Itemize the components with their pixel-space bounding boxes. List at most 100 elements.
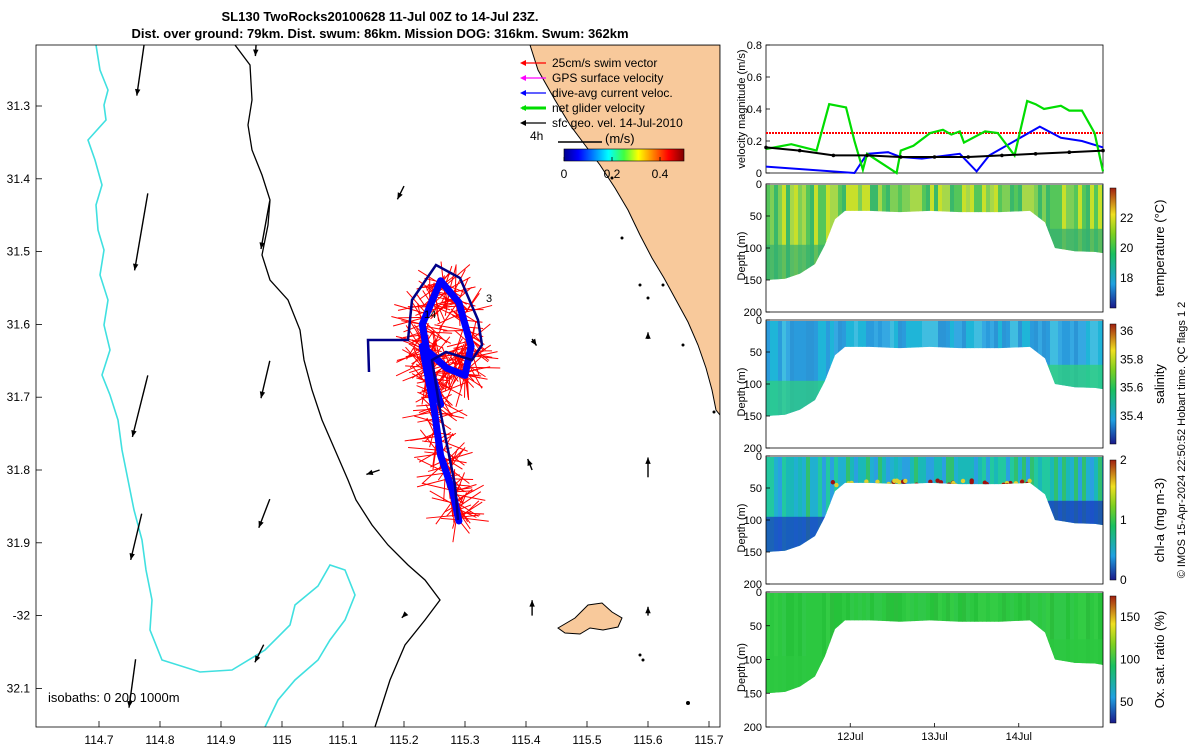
depth-tick-label: 100: [744, 515, 762, 527]
swim-vector: [454, 265, 457, 299]
map-y-tick-label: 31.8: [7, 463, 31, 477]
depth-section-salinity: 0 50 100 150 200 Depth (m) 36 35.8 35.6 35.4 salin…: [736, 315, 1167, 455]
velocity-point: [865, 153, 869, 158]
isobath-1000: [234, 45, 441, 727]
section-colorbar-label: salinity: [1152, 364, 1167, 404]
footer-credit: © IMOS 15-Apr-2024 22:50:52 Hobart time.…: [1176, 302, 1188, 579]
chl-point: [938, 480, 944, 485]
track-label-end: 3: [486, 293, 492, 305]
velocity-point: [932, 155, 937, 159]
depth-tick-label: 0: [756, 587, 762, 599]
depth-tick-label: 100: [744, 243, 762, 255]
section-colorbar-tick: 35.8: [1120, 352, 1144, 366]
section-colorbar: [1109, 187, 1117, 309]
section-colorbar-tick: 18: [1120, 271, 1134, 285]
chl-point: [914, 482, 919, 487]
swim-vector: [437, 381, 469, 395]
swim-vector: [422, 328, 452, 344]
coast-dots: [610, 176, 716, 705]
section-colorbar-tick: 100: [1120, 653, 1140, 667]
velocity-point: [797, 148, 802, 153]
map-x-tick-label: 115.4: [511, 733, 540, 747]
swim-vector: [458, 500, 480, 521]
velocity-panel: 0 0.2 0.4 0.6 0.8 velocity magnitude (m/s): [736, 40, 1105, 180]
swim-vector: [429, 490, 456, 507]
speed-colorbar: [563, 148, 685, 162]
section-colorbar: [1109, 459, 1117, 581]
velocity-point: [1067, 150, 1072, 154]
chl-point: [960, 478, 966, 484]
swim-vector: [430, 326, 443, 355]
swim-vector: [397, 302, 432, 311]
section-colorbar-tick: 22: [1120, 211, 1134, 225]
depth-tick-label: 150: [744, 411, 762, 423]
title-line-2: Dist. over ground: 79km. Dist. swum: 86k…: [131, 26, 628, 41]
swim-vector: [455, 491, 482, 509]
swim-vector: [423, 331, 453, 334]
depth-tick-label: 50: [750, 621, 762, 633]
depth-tick-label: 200: [744, 579, 762, 591]
swim-vector: [434, 324, 467, 332]
map-y-tick-label: 31.6: [7, 317, 31, 331]
swim-vector: [423, 320, 448, 344]
swim-vector: [422, 482, 453, 491]
swim-vector: [448, 264, 457, 292]
depth-section-chl-a: 0 50 100 150 200 Depth (m) 2 1 0 chl-a (mg m-3): [736, 451, 1167, 591]
section-colorbar-tick: 35.6: [1120, 381, 1144, 395]
legend-label: GPS surface velocity: [552, 71, 663, 85]
velocity-point: [831, 153, 836, 158]
section-colorbar-label: chl-a (mg m-3): [1152, 478, 1167, 563]
colorbar-tick-label: 0.2: [604, 167, 621, 181]
section-colorbar-tick: 35.4: [1120, 409, 1144, 423]
colorbar-tick-label: 0.4: [652, 167, 669, 181]
section-colorbar-tick: 1: [1120, 513, 1127, 527]
colorbar-tick-label: 0: [561, 167, 568, 181]
velocity-ylabel: velocity magnitude (m/s): [736, 49, 748, 168]
map-frame: [35, 44, 721, 728]
depth-ylabel: Depth (m): [736, 368, 748, 417]
chl-point: [886, 481, 891, 487]
current-vector: [129, 513, 143, 561]
chl-point: [946, 482, 952, 487]
map-x-tick-label: 115.1: [328, 733, 357, 747]
legend-label: sfc geo. vel. 14-Jul-2010: [552, 116, 683, 130]
chl-point: [951, 480, 956, 486]
section-colorbar-label: Ox. sat. ratio (%): [1152, 611, 1167, 709]
velocity-y-ticks: 0 0.2 0.4 0.6 0.8: [747, 40, 770, 180]
current-vector: [396, 185, 405, 200]
chl-point: [864, 479, 869, 484]
legend-label: dive-avg current veloc.: [552, 86, 673, 100]
depth-tick-label: 150: [744, 688, 762, 700]
glider-track-outline: [366, 263, 484, 521]
chl-point: [1001, 482, 1006, 487]
glider-track: [418, 277, 475, 525]
map-y-ticks: 31.3 31.4 31.5 31.6 31.7 31.8 31.9 -32 32.1: [7, 99, 42, 695]
chl-point: [1019, 479, 1025, 484]
current-vector: [529, 600, 535, 616]
current-vector: [259, 200, 271, 250]
current-vector: [530, 338, 538, 346]
current-vector: [254, 644, 265, 663]
velocity-tick-label: 0.2: [747, 136, 762, 148]
current-vector: [135, 45, 145, 96]
vector-scale-label: 4h: [530, 129, 543, 143]
island: [557, 602, 623, 635]
velocity-point: [764, 145, 768, 150]
swim-vector: [431, 497, 456, 504]
current-vector: [133, 193, 149, 271]
map-x-ticks: 114.7 114.8 114.9 115 115.1 115.2 115.3 115.4 11…: [84, 721, 724, 747]
depth-tick-label: 150: [744, 547, 762, 559]
velocity-point: [1033, 152, 1038, 156]
swim-vector: [457, 278, 469, 302]
legend-entry: GPS surface velocity: [520, 71, 663, 85]
swim-vector: [421, 463, 444, 485]
current-vector: [401, 611, 409, 619]
map-y-tick-label: 31.3: [7, 99, 31, 113]
swim-vector: [406, 290, 428, 315]
map-x-tick-label: 114.8: [145, 733, 174, 747]
velocity-line: [765, 99, 1105, 175]
chl-point: [849, 480, 854, 486]
velocity-point: [966, 155, 970, 159]
